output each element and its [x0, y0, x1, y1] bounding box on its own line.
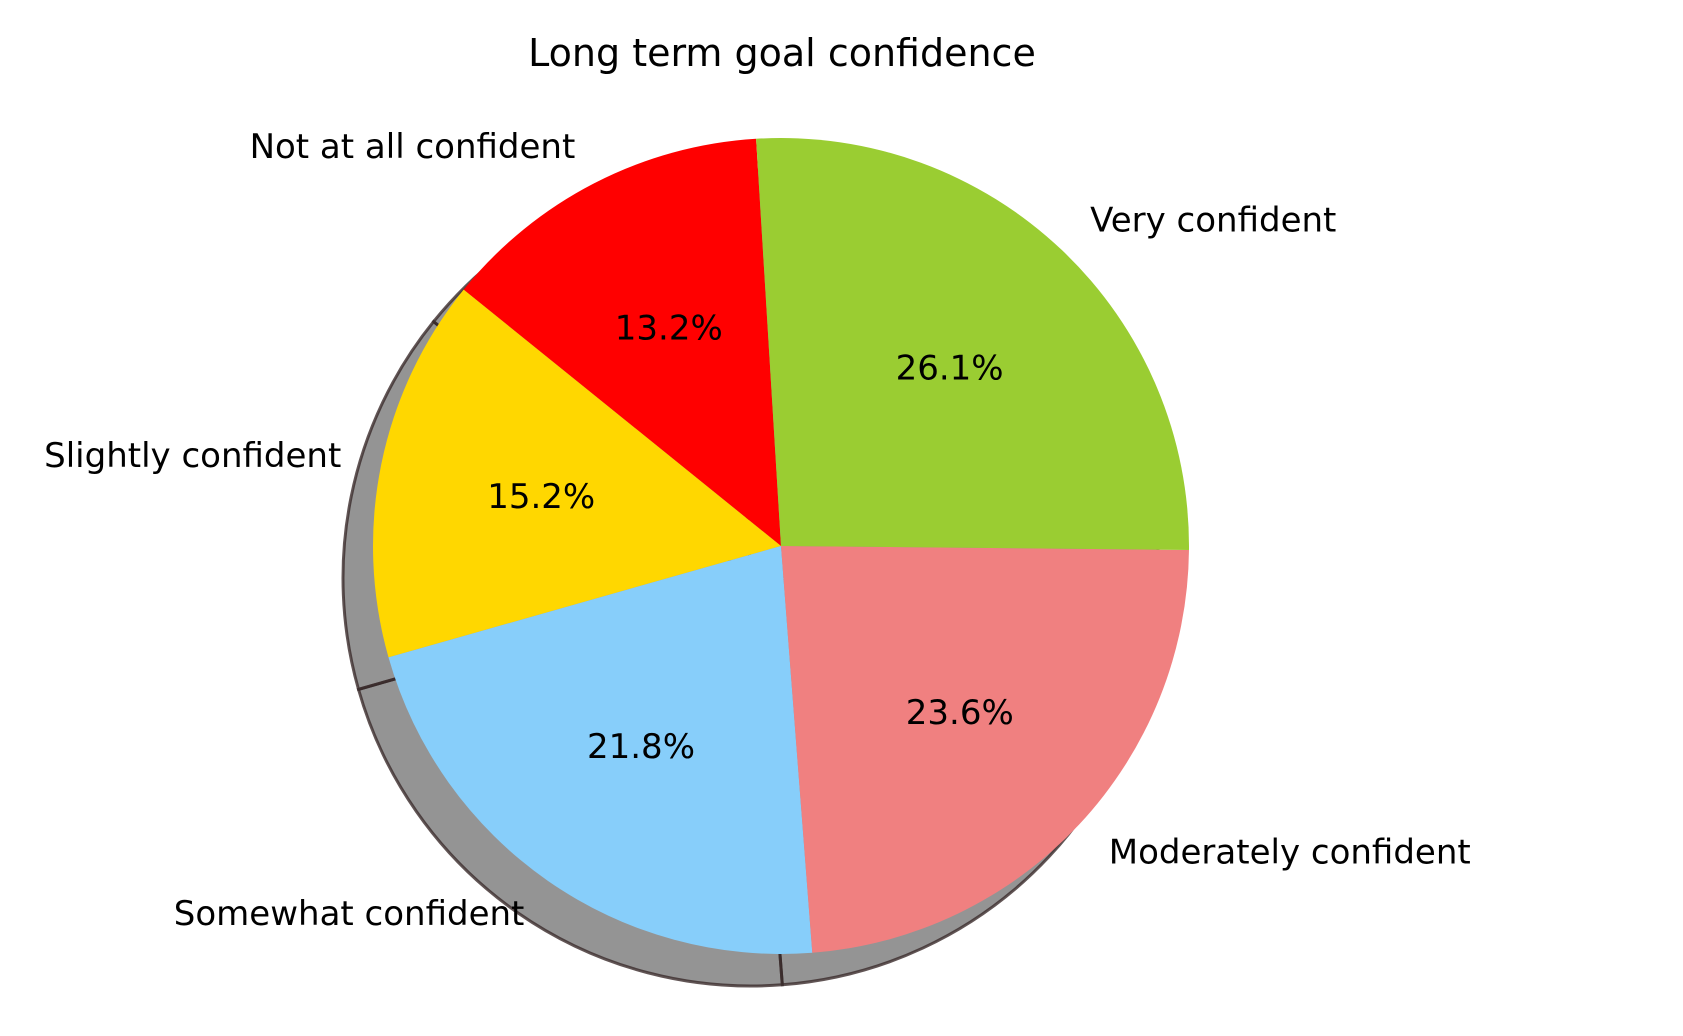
percent-label-very-confident: 26.1% — [896, 349, 1004, 389]
percent-label-somewhat-confident: 21.8% — [587, 727, 695, 767]
category-label-moderately-confident: Moderately confident — [1109, 833, 1471, 873]
slice-moderately-confident — [781, 546, 1189, 953]
category-label-very-confident: Very confident — [1090, 201, 1336, 241]
slice-slightly-confident — [373, 289, 781, 658]
slice-somewhat-confident — [388, 546, 813, 955]
percent-labels: 13.2% 15.2% 21.8% 23.6% 26.1% — [487, 308, 1014, 766]
category-label-slightly-confident: Slightly confident — [44, 436, 341, 476]
pie-slices — [373, 137, 1189, 955]
category-label-somewhat-confident: Somewhat confident — [174, 894, 525, 934]
category-label-not-at-all-confident: Not at all confident — [250, 127, 576, 167]
category-labels: Not at all confident Slightly confident So… — [44, 127, 1471, 934]
percent-label-slightly-confident: 15.2% — [487, 477, 595, 517]
chart-title: Long term goal confidence — [528, 31, 1036, 75]
percent-label-not-at-all-confident: 13.2% — [615, 308, 723, 348]
percent-label-moderately-confident: 23.6% — [906, 693, 1014, 733]
slice-very-confident — [756, 137, 1189, 550]
slice-not-at-all-confident — [463, 138, 781, 546]
